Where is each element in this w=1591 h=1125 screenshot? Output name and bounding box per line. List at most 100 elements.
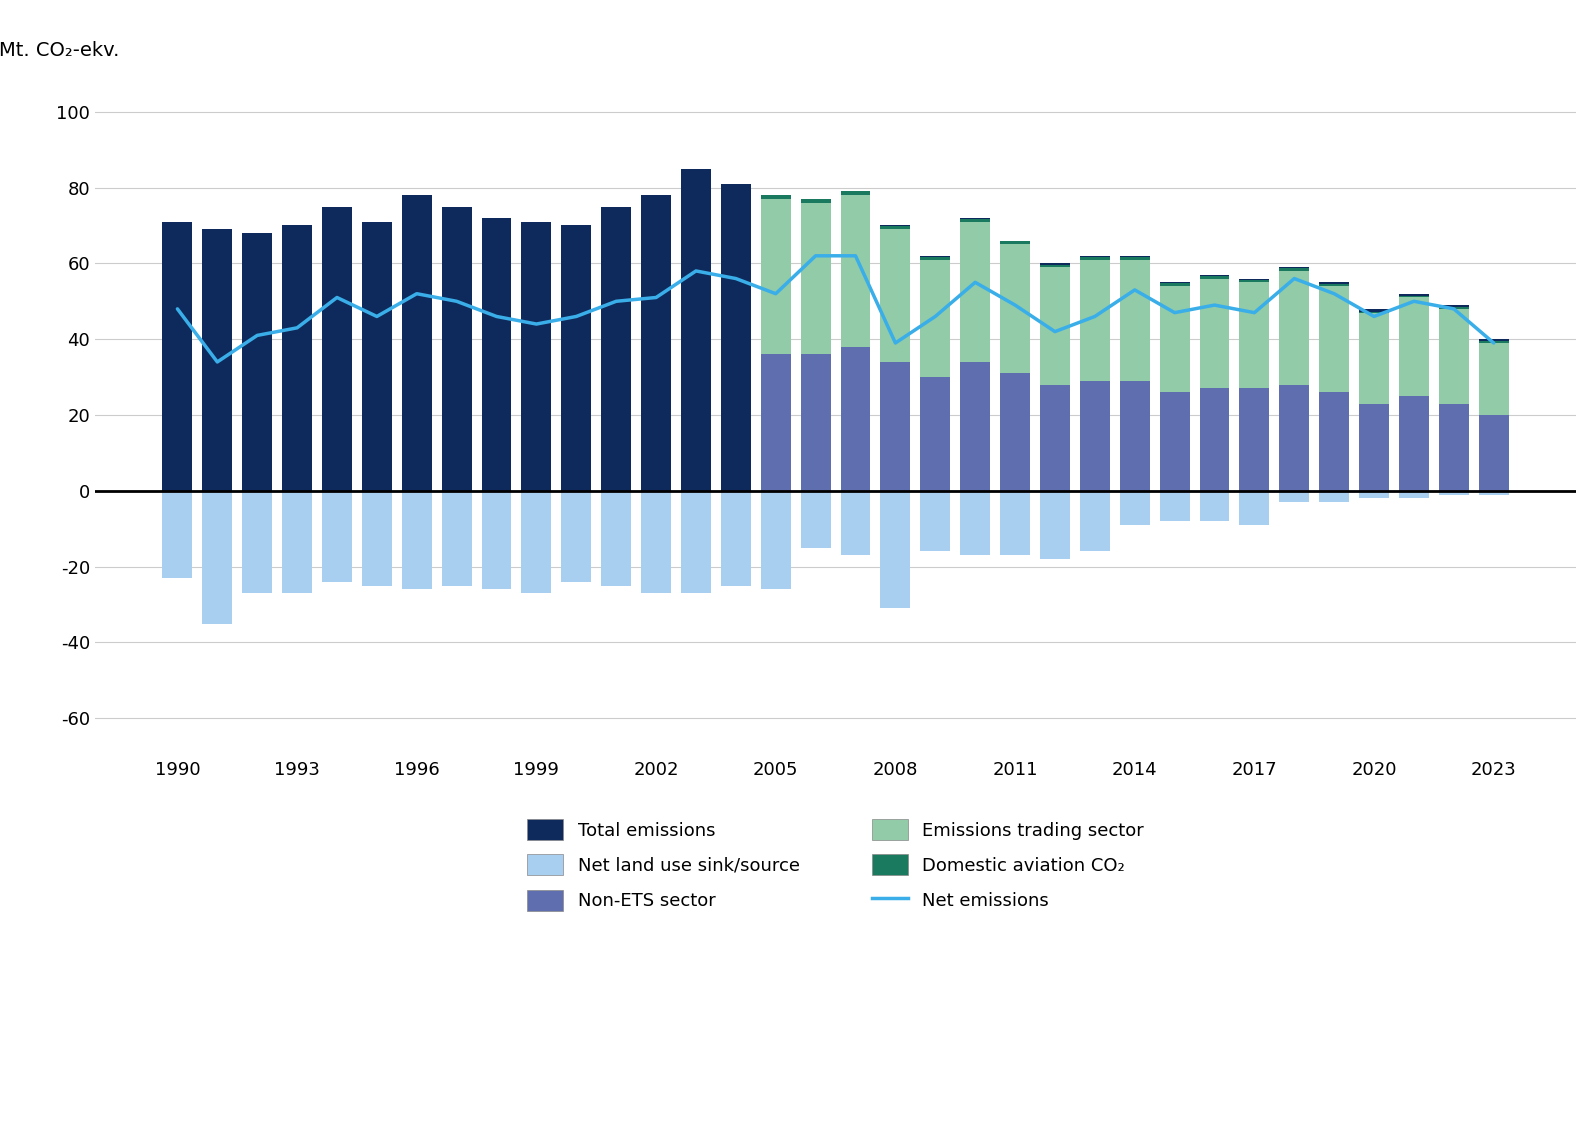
Legend: Total emissions, Net land use sink/source, Non-ETS sector, Emissions trading sec: Total emissions, Net land use sink/sourc… <box>520 812 1152 918</box>
Bar <box>1438 305 1468 490</box>
Bar <box>562 225 592 490</box>
Bar <box>920 490 950 551</box>
Bar <box>482 490 511 590</box>
Bar <box>1239 280 1270 282</box>
Bar <box>282 490 312 593</box>
Bar <box>442 207 471 490</box>
Bar <box>162 490 193 578</box>
Bar <box>1398 296 1429 297</box>
Bar <box>1359 313 1389 404</box>
Bar <box>961 218 990 490</box>
Bar <box>920 377 950 490</box>
Bar <box>800 199 831 490</box>
Bar <box>760 354 791 490</box>
Bar <box>242 490 272 593</box>
Bar <box>1478 340 1508 490</box>
Bar <box>1398 294 1429 490</box>
Bar <box>442 490 471 586</box>
Bar <box>1438 307 1468 309</box>
Bar <box>1279 385 1309 490</box>
Bar <box>880 225 910 490</box>
Bar <box>1438 404 1468 490</box>
Bar <box>1319 286 1349 393</box>
Bar <box>522 222 552 490</box>
Bar <box>1359 309 1389 490</box>
Bar <box>403 490 431 590</box>
Bar <box>1041 385 1069 490</box>
Bar <box>760 199 791 354</box>
Bar <box>721 490 751 586</box>
Bar <box>1279 271 1309 385</box>
Bar <box>1200 279 1230 388</box>
Bar <box>1319 393 1349 490</box>
Bar <box>641 490 671 593</box>
Bar <box>840 346 870 490</box>
Bar <box>1398 396 1429 490</box>
Bar <box>1001 374 1029 490</box>
Bar <box>1080 255 1111 490</box>
Bar <box>760 195 791 490</box>
Bar <box>562 490 592 582</box>
Bar <box>202 490 232 623</box>
Bar <box>880 362 910 490</box>
Bar <box>681 490 711 593</box>
Bar <box>1398 297 1429 396</box>
Bar <box>1001 242 1029 244</box>
Bar <box>522 490 552 593</box>
Bar <box>1041 490 1069 559</box>
Bar <box>1160 284 1190 286</box>
Bar <box>1239 282 1270 388</box>
Bar <box>1279 267 1309 490</box>
Bar <box>162 222 193 490</box>
Bar <box>482 218 511 490</box>
Bar <box>1200 274 1230 490</box>
Bar <box>1120 256 1150 260</box>
Bar <box>961 362 990 490</box>
Bar <box>920 255 950 490</box>
Bar <box>961 490 990 556</box>
Bar <box>1239 490 1270 525</box>
Bar <box>1279 490 1309 502</box>
Bar <box>1200 490 1230 521</box>
Bar <box>282 225 312 490</box>
Bar <box>321 490 352 582</box>
Bar <box>1478 415 1508 490</box>
Bar <box>760 490 791 590</box>
Bar <box>840 490 870 556</box>
Bar <box>880 229 910 362</box>
Bar <box>721 183 751 490</box>
Bar <box>1120 381 1150 490</box>
Bar <box>840 191 870 195</box>
Bar <box>1160 393 1190 490</box>
Bar <box>1160 286 1190 393</box>
Bar <box>1359 404 1389 490</box>
Bar <box>1041 263 1069 490</box>
Bar <box>760 195 791 199</box>
Bar <box>1160 282 1190 490</box>
Bar <box>840 191 870 490</box>
Bar <box>880 226 910 229</box>
Bar <box>681 169 711 491</box>
Bar <box>321 207 352 490</box>
Bar <box>1001 244 1029 374</box>
Bar <box>1120 490 1150 525</box>
Bar <box>1239 279 1270 490</box>
Bar <box>1080 256 1111 260</box>
Bar <box>920 260 950 377</box>
Bar <box>920 258 950 260</box>
Bar <box>1359 312 1389 313</box>
Bar <box>1478 341 1508 343</box>
Bar <box>361 490 391 586</box>
Bar <box>1080 260 1111 381</box>
Bar <box>800 354 831 490</box>
Bar <box>961 222 990 362</box>
Bar <box>1200 388 1230 490</box>
Bar <box>641 195 671 490</box>
Bar <box>601 490 632 586</box>
Bar <box>840 195 870 346</box>
Bar <box>1319 285 1349 286</box>
Bar <box>800 202 831 354</box>
Bar <box>1041 264 1069 267</box>
Bar <box>1319 490 1349 502</box>
Bar <box>1319 282 1349 490</box>
